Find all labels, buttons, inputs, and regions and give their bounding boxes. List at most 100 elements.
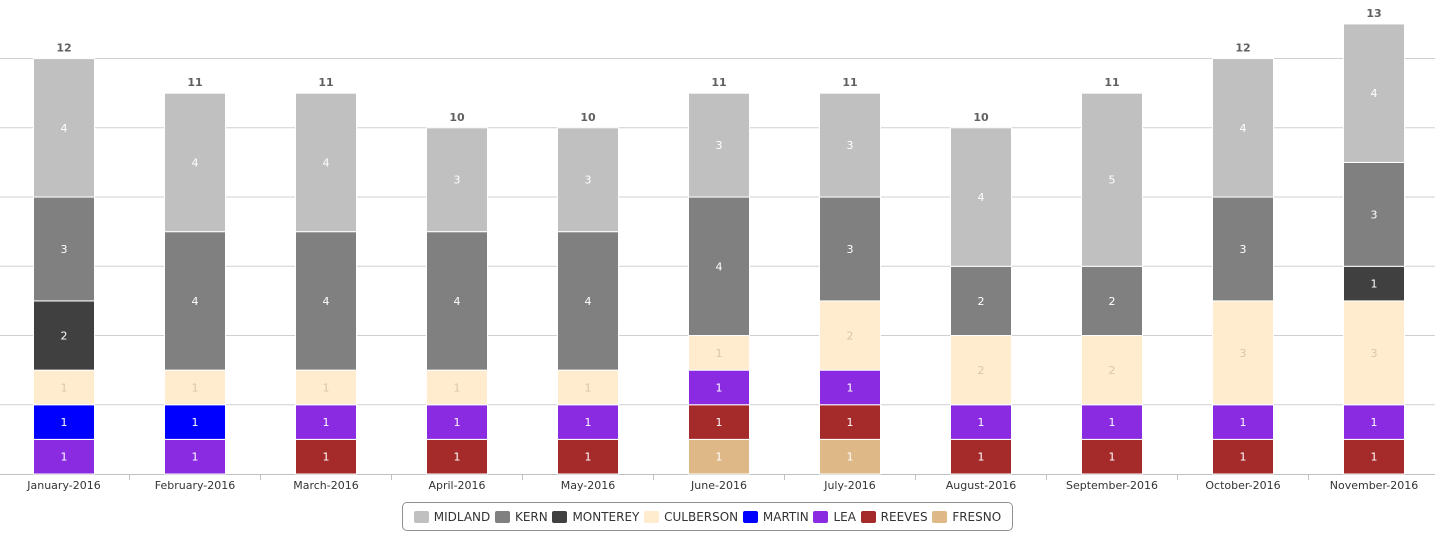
data-label: 3 xyxy=(1240,347,1247,360)
bar-segment-kern xyxy=(1212,196,1274,302)
bar-segment-midland xyxy=(33,58,95,198)
total-label: 10 xyxy=(580,111,596,124)
bar-segment-fresno xyxy=(688,438,750,475)
bar-segment-kern xyxy=(819,196,881,302)
bar-segment-culberson xyxy=(1212,300,1274,406)
bar-segment-culberson xyxy=(295,369,357,406)
x-tick-label: January-2016 xyxy=(26,479,100,492)
legend-item-martin[interactable]: MARTIN xyxy=(742,510,809,524)
total-label: 10 xyxy=(449,111,465,124)
data-label: 5 xyxy=(1109,174,1116,187)
bar-segment-culberson xyxy=(950,335,1012,406)
data-label: 4 xyxy=(716,260,723,273)
x-tick-label: October-2016 xyxy=(1205,479,1280,492)
x-tick-label: June-2016 xyxy=(690,479,747,492)
bar-segment-lea xyxy=(557,404,619,440)
total-label: 11 xyxy=(711,76,726,89)
data-label: 3 xyxy=(585,174,592,187)
legend-label: KERN xyxy=(514,509,548,524)
bar-segment-lea xyxy=(426,404,488,440)
legend-item-monterey[interactable]: MONTEREY xyxy=(552,510,639,524)
data-label: 1 xyxy=(716,451,723,464)
bar-segment-midland xyxy=(1081,92,1143,267)
bar-segment-lea xyxy=(1343,404,1405,440)
bar-segment-kern xyxy=(1343,161,1405,267)
legend-item-kern[interactable]: KERN xyxy=(494,509,548,524)
data-label: 3 xyxy=(716,139,723,152)
bar-segment-reeves xyxy=(1081,438,1143,475)
legend-label: FRESNO xyxy=(952,509,1002,524)
bar-segment-kern xyxy=(295,231,357,371)
data-label: 1 xyxy=(1371,451,1378,464)
data-label: 4 xyxy=(323,295,330,308)
data-label: 3 xyxy=(847,243,854,256)
data-label: 1 xyxy=(847,381,854,394)
legend-label: MIDLAND xyxy=(433,509,491,524)
legend-item-fresno[interactable]: FRESNO xyxy=(932,510,1001,524)
data-label: 1 xyxy=(716,416,723,429)
x-tick-label: March-2016 xyxy=(293,479,359,492)
data-label: 1 xyxy=(1240,451,1247,464)
x-tick-label: September-2016 xyxy=(1066,479,1158,492)
legend-label: CULBERSON xyxy=(664,509,739,524)
legend-swatch xyxy=(552,510,568,523)
legend-swatch xyxy=(644,510,660,523)
bar-segment-monterey xyxy=(1343,265,1405,302)
data-label: 1 xyxy=(585,451,592,464)
data-label: 1 xyxy=(1240,416,1247,429)
bar-segment-culberson xyxy=(33,369,95,406)
bar-segment-midland xyxy=(295,92,357,233)
bar-segment-lea xyxy=(1081,404,1143,440)
data-label: 4 xyxy=(192,295,199,308)
legend-item-lea[interactable]: LEA xyxy=(813,510,856,524)
total-label: 11 xyxy=(318,76,333,89)
legend-item-midland[interactable]: MIDLAND xyxy=(413,509,491,524)
data-label: 1 xyxy=(192,381,199,394)
bar-segment-reeves xyxy=(1212,438,1274,475)
data-label: 2 xyxy=(847,330,854,343)
bar-segment-lea xyxy=(295,404,357,440)
bar-segment-culberson xyxy=(819,300,881,371)
total-label: 11 xyxy=(187,76,202,89)
data-label: 4 xyxy=(1240,122,1247,135)
x-tick-label: April-2016 xyxy=(428,479,485,492)
bar-segment-kern xyxy=(557,231,619,371)
bar-segment-reeves xyxy=(295,438,357,475)
data-label: 4 xyxy=(61,122,68,135)
legend-item-reeves[interactable]: REEVES xyxy=(860,510,928,524)
total-label: 11 xyxy=(1104,76,1119,89)
x-tick-label: May-2016 xyxy=(561,479,616,492)
bar-segment-midland xyxy=(1212,58,1274,198)
data-label: 3 xyxy=(847,139,854,152)
bar-segment-reeves xyxy=(1343,438,1405,475)
bar-segment-midland xyxy=(819,92,881,198)
bar-segment-midland xyxy=(164,92,226,233)
bar-segment-midland xyxy=(557,127,619,233)
legend-label: MONTEREY xyxy=(572,509,640,524)
total-label: 13 xyxy=(1366,7,1381,20)
legend-swatch xyxy=(813,510,829,523)
data-label: 1 xyxy=(323,451,330,464)
bar-segment-reeves xyxy=(557,438,619,475)
bar-segment-martin xyxy=(164,404,226,440)
data-label: 1 xyxy=(192,451,199,464)
data-label: 2 xyxy=(1109,295,1116,308)
bar-segment-lea xyxy=(33,438,95,475)
bar-segment-culberson xyxy=(688,335,750,371)
data-label: 2 xyxy=(1109,364,1116,377)
data-label: 1 xyxy=(454,416,461,429)
data-label: 1 xyxy=(192,416,199,429)
total-label: 10 xyxy=(973,111,989,124)
x-tick-label: February-2016 xyxy=(155,479,236,492)
bar-segment-martin xyxy=(33,404,95,440)
legend-item-culberson[interactable]: CULBERSON xyxy=(644,510,738,524)
data-label: 1 xyxy=(716,381,723,394)
data-label: 4 xyxy=(978,191,985,204)
legend-swatch xyxy=(742,510,758,523)
bar-segment-culberson xyxy=(426,369,488,406)
data-label: 1 xyxy=(978,416,985,429)
data-label: 3 xyxy=(1371,347,1378,360)
data-label: 1 xyxy=(1109,451,1116,464)
bar-segment-lea xyxy=(1212,404,1274,440)
